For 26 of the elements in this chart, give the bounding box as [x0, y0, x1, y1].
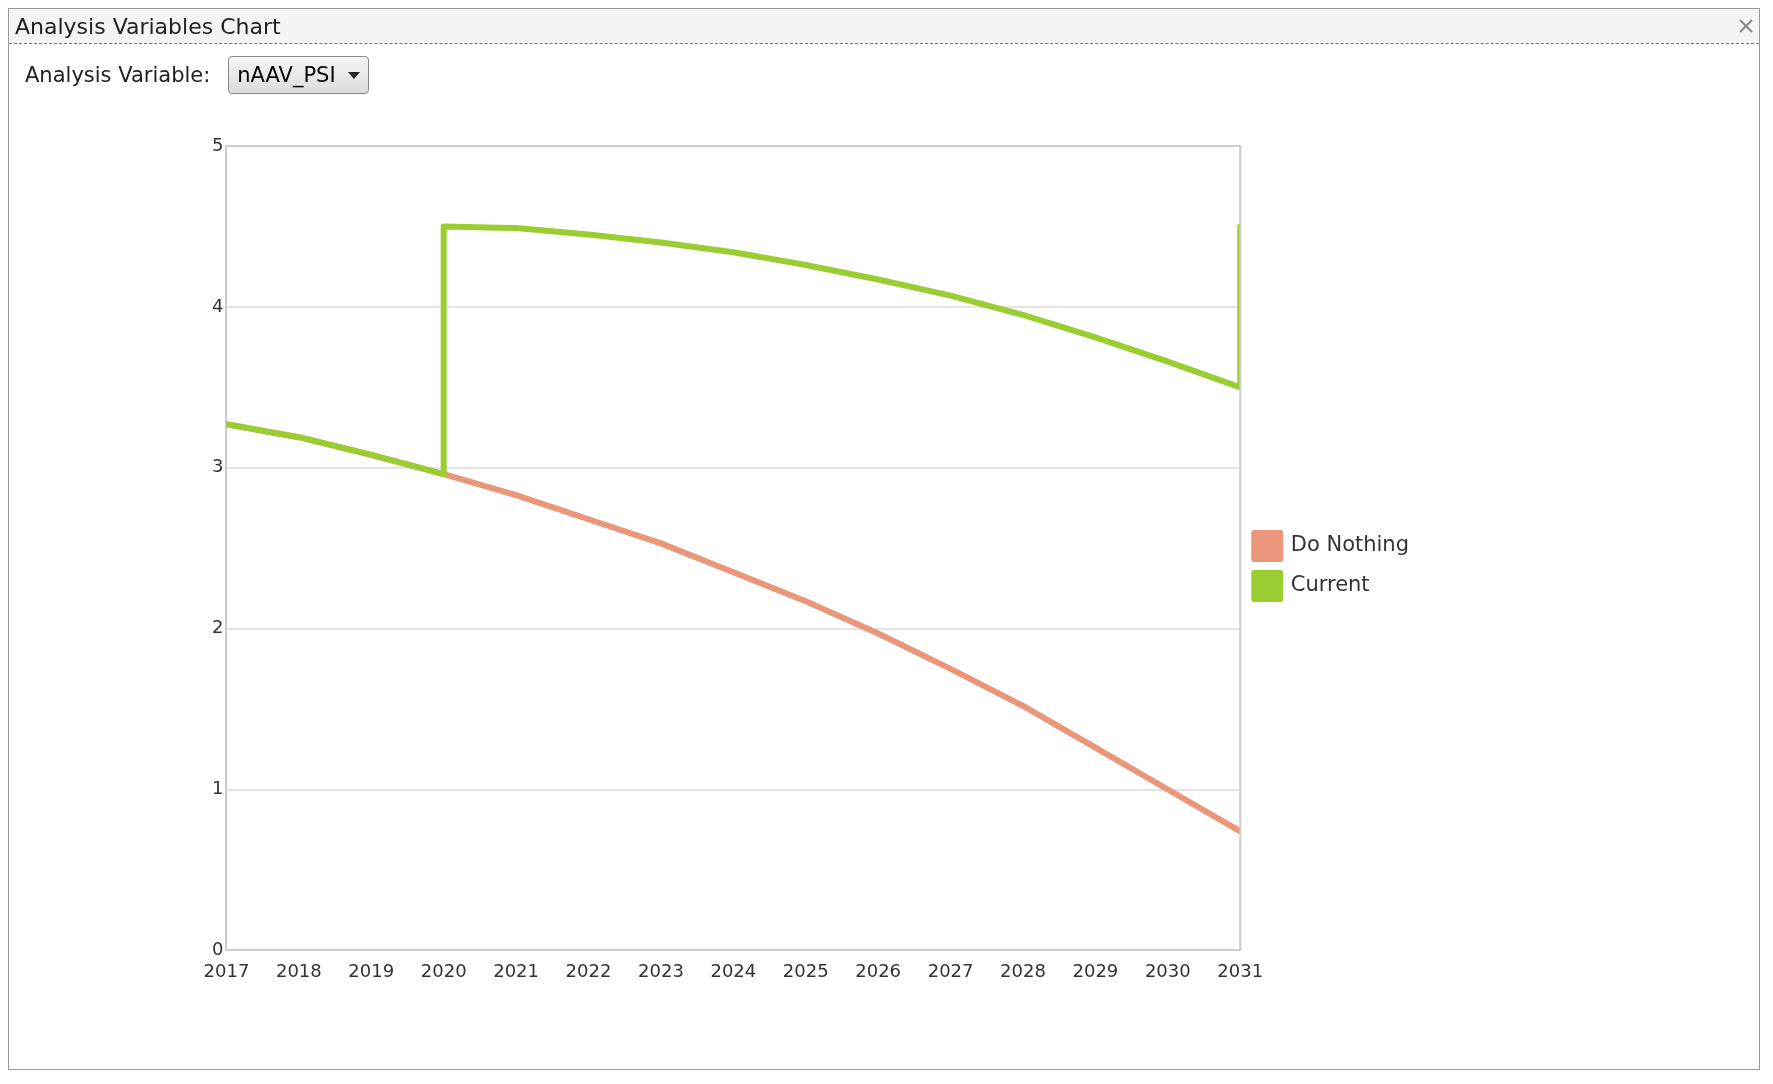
- dropdown-field: nAAV_PSI: [228, 56, 369, 94]
- x-tick-label: 2019: [348, 959, 395, 981]
- x-tick-label: 2024: [710, 959, 757, 981]
- x-tick-label: 2018: [275, 959, 322, 981]
- legend-label: Current: [1290, 572, 1370, 597]
- x-tick-label: 2020: [420, 959, 467, 981]
- y-tick-label: 3: [212, 455, 224, 477]
- x-tick-label: 2017: [203, 959, 250, 981]
- y-tick-label: 0: [212, 938, 224, 960]
- y-tick-label: 1: [212, 777, 224, 799]
- x-tick-label: 2030: [1144, 959, 1191, 981]
- x-tick-label: 2021: [493, 959, 540, 981]
- x-tick-label: 2028: [1000, 959, 1046, 981]
- y-tick-label: 2: [212, 616, 224, 638]
- chart-title: Analysis Variables Chart: [15, 13, 281, 39]
- x-tick-label: 2026: [855, 959, 902, 981]
- y-tick-label: 4: [212, 294, 224, 316]
- x-tick-label: 2031: [1217, 959, 1264, 981]
- x-tick-label: 2027: [927, 959, 974, 981]
- text: Analysis Variable:: [25, 63, 211, 87]
- x-tick-label: 2022: [565, 959, 612, 981]
- x-tick-label: 2023: [638, 959, 684, 981]
- y-tick-label: 5: [212, 133, 224, 155]
- x-tick-label: 2025: [782, 959, 829, 981]
- x-tick-label: 2029: [1072, 959, 1119, 981]
- legend-label: Do Nothing: [1290, 532, 1410, 557]
